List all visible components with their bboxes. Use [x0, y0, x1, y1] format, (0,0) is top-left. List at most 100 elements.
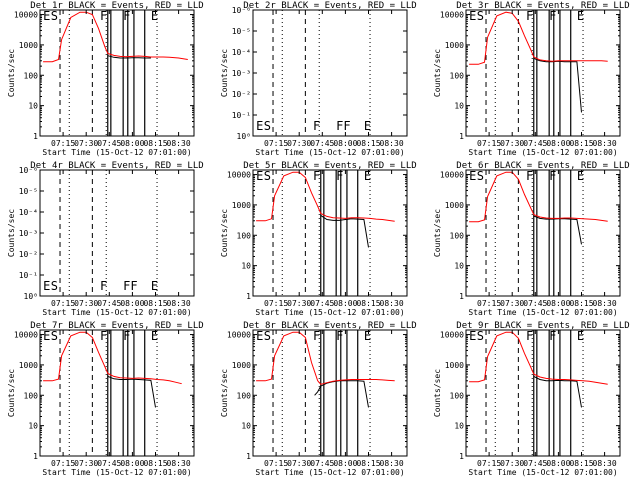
marker-label: F	[100, 279, 107, 293]
y-tick-label: 100	[450, 391, 465, 400]
y-tick-label: 10	[28, 102, 38, 111]
y-tick-label: 1000	[445, 201, 464, 210]
x-tick-label: 08:00	[333, 459, 357, 468]
x-tick-label: 08:30	[593, 139, 617, 148]
marker-label: E	[577, 329, 584, 343]
y-tick-label: 1	[246, 452, 251, 461]
y-tick-label: 10⁻¹	[19, 271, 38, 280]
y-tick-label: 1000	[445, 361, 464, 370]
x-tick-label: 07:45	[523, 139, 547, 148]
marker-label: E	[256, 169, 263, 183]
marker-label: FF	[123, 279, 137, 293]
y-tick-label: 10⁻⁵	[19, 187, 38, 196]
y-tick-label: 10000	[440, 331, 464, 340]
marker-label: E	[364, 119, 371, 133]
x-tick-label: 08:00	[546, 459, 570, 468]
y-tick-label: 1	[459, 292, 464, 301]
y-tick-label: 10⁰	[237, 132, 251, 141]
plot-area	[469, 330, 608, 456]
plot-frame	[465, 329, 621, 457]
x-tick-label: 07:45	[523, 459, 547, 468]
x-tick-label: 07:45	[310, 139, 334, 148]
series-line-lld	[256, 171, 395, 222]
x-tick-label: 08:30	[380, 299, 404, 308]
x-tick-label: 08:15	[569, 299, 593, 308]
x-axis-label: Start Time (15-Oct-12 07:01:00)	[255, 148, 404, 157]
y-tick-label: 10	[454, 262, 464, 271]
plot-frame	[252, 9, 408, 137]
series-line-lld	[469, 171, 608, 223]
x-tick-label: 08:00	[333, 139, 357, 148]
y-tick-label: 1000	[232, 361, 251, 370]
y-tick-label: 1000	[232, 201, 251, 210]
series-line-events	[107, 55, 151, 59]
series-line-events	[314, 380, 369, 408]
panel-title: Det 8r BLACK = Events, RED = LLD	[243, 321, 416, 331]
series-line-events	[107, 375, 156, 408]
marker-label: E	[43, 329, 50, 343]
y-tick-label: 10000	[227, 171, 251, 180]
y-tick-label: 10000	[440, 11, 464, 20]
x-tick-label: 08:15	[356, 299, 380, 308]
series-line-lld	[469, 331, 608, 385]
marker-label: F	[526, 9, 533, 23]
plot-frame	[39, 9, 195, 137]
x-tick-label: 08:15	[569, 139, 593, 148]
plot-frame	[39, 329, 195, 457]
marker-label: S	[264, 169, 271, 183]
x-tick-label: 07:15	[51, 299, 75, 308]
y-tick-label: 1000	[445, 41, 464, 50]
series-line-lld	[469, 11, 608, 65]
marker-label: E	[364, 329, 371, 343]
series-line-lld	[43, 11, 188, 63]
plot-frame	[465, 169, 621, 297]
x-axis-label: Start Time (15-Oct-12 07:01:00)	[468, 308, 617, 317]
marker-label: S	[264, 119, 271, 133]
series-line-events	[533, 57, 582, 113]
marker-label: E	[43, 9, 50, 23]
marker-label: F	[123, 9, 130, 23]
marker-label: E	[469, 9, 476, 23]
x-tick-label: 08:15	[569, 459, 593, 468]
y-tick-label: 10000	[227, 331, 251, 340]
plot-area	[469, 10, 608, 136]
x-tick-label: 08:00	[546, 299, 570, 308]
marker-label: F	[313, 169, 320, 183]
x-tick-label: 08:30	[167, 139, 191, 148]
x-tick-label: 07:30	[74, 299, 98, 308]
y-axis-label: Counts/sec	[433, 209, 442, 257]
x-tick-label: 07:15	[51, 139, 75, 148]
y-tick-label: 10⁰	[24, 292, 38, 301]
marker-label: F	[549, 329, 556, 343]
marker-label: E	[151, 329, 158, 343]
marker-label: E	[151, 9, 158, 23]
plot-area	[256, 330, 395, 456]
marker-label: E	[577, 9, 584, 23]
x-tick-label: 07:45	[97, 299, 121, 308]
marker-label: F	[526, 329, 533, 343]
y-tick-label: 1	[459, 452, 464, 461]
plot-area	[59, 170, 158, 296]
marker-label: F	[549, 9, 556, 23]
y-tick-label: 100	[237, 231, 252, 240]
panel-title: Det 6r BLACK = Events, RED = LLD	[456, 161, 629, 171]
x-tick-label: 08:00	[120, 139, 144, 148]
plot-frame	[252, 169, 408, 297]
marker-label: E	[256, 119, 263, 133]
marker-label: E	[151, 279, 158, 293]
x-tick-label: 08:15	[356, 459, 380, 468]
marker-label: F	[313, 119, 320, 133]
series-line-events	[533, 375, 582, 408]
y-tick-label: 10	[454, 422, 464, 431]
plot-area	[43, 10, 188, 136]
y-tick-label: 10⁻¹	[232, 111, 251, 120]
marker-label: S	[51, 329, 58, 343]
x-tick-label: 08:15	[143, 459, 167, 468]
plot-frame	[252, 329, 408, 457]
y-tick-label: 1	[459, 132, 464, 141]
